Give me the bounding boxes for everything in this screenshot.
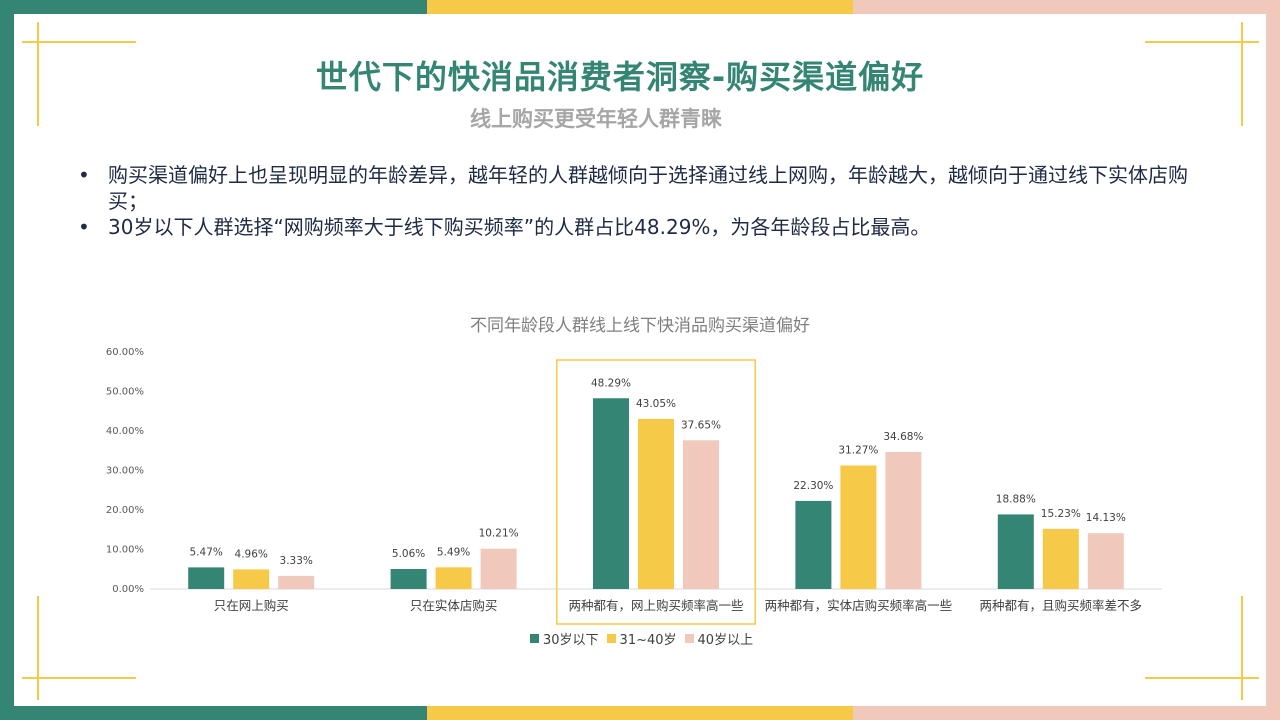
y-tick-label: 60.00% <box>106 347 144 358</box>
bar <box>480 548 517 589</box>
y-tick-label: 50.00% <box>106 387 144 398</box>
left-side-bar <box>0 0 14 720</box>
data-label: 5.49% <box>437 546 470 558</box>
data-label: 10.21% <box>479 528 519 540</box>
legend-swatch <box>530 634 539 643</box>
data-label: 3.33% <box>280 555 313 567</box>
bar <box>593 398 629 589</box>
bullet-item: • 30岁以下人群选择“网购频率大于线下购买频率”的人群占比48.29%，为各年… <box>78 214 1208 240</box>
data-label: 48.29% <box>591 377 631 389</box>
bar <box>1042 528 1079 589</box>
data-label: 15.23% <box>1041 508 1081 520</box>
bullet-item: • 购买渠道偏好上也呈现明显的年龄差异，越年轻的人群越倾向于选择通过线上网购，年… <box>78 162 1208 214</box>
category-label: 两种都有，实体店购买频率高一些 <box>765 598 953 613</box>
bullet-text: 30岁以下人群选择“网购频率大于线下购买频率”的人群占比48.29%，为各年龄段… <box>108 215 931 239</box>
category-label: 只在网上购买 <box>214 598 289 613</box>
bottom-color-bar <box>0 706 1280 720</box>
chart-title: 不同年龄段人群线上线下快消品购买渠道偏好 <box>470 316 810 336</box>
bullet-symbol: • <box>78 215 90 239</box>
bullet-list: • 购买渠道偏好上也呈现明显的年龄差异，越年轻的人群越倾向于选择通过线上网购，年… <box>78 162 1208 240</box>
data-label: 4.96% <box>235 548 268 560</box>
legend-item: 31~40岁 <box>606 629 677 648</box>
top-color-bar <box>0 0 1280 14</box>
legend-item: 30岁以下 <box>530 629 599 648</box>
bar <box>390 569 427 589</box>
bar <box>997 514 1034 589</box>
legend-label: 31~40岁 <box>619 633 677 648</box>
legend-swatch <box>684 634 694 643</box>
bar <box>435 567 472 589</box>
legend-swatch <box>606 634 616 643</box>
data-label: 22.30% <box>793 480 833 492</box>
legend-label: 40岁以上 <box>697 633 754 648</box>
bullet-text: 购买渠道偏好上也呈现明显的年龄差异，越年轻的人群越倾向于选择通过线上网购，年龄越… <box>108 163 1188 213</box>
legend-label: 30岁以下 <box>543 633 599 648</box>
bar <box>885 452 922 589</box>
y-tick-label: 10.00% <box>106 545 144 556</box>
page-title: 世代下的快消品消费者洞察-购买渠道偏好 <box>315 58 925 96</box>
y-tick-label: 40.00% <box>106 426 144 437</box>
bar <box>188 567 225 589</box>
page-subtitle: 线上购买更受年轻人群青睐 <box>470 107 722 131</box>
bullet-symbol: • <box>78 163 90 187</box>
category-label: 两种都有，且购买频率差不多 <box>980 598 1143 613</box>
legend-item: 40岁以上 <box>684 629 754 648</box>
category-label: 只在实体店购买 <box>410 598 498 613</box>
y-tick-label: 0.00% <box>112 584 144 595</box>
bar <box>233 569 270 589</box>
bar <box>278 575 315 589</box>
data-label: 37.65% <box>681 419 721 431</box>
data-label: 5.47% <box>190 546 223 558</box>
y-tick-label: 30.00% <box>106 466 144 477</box>
bar <box>795 500 832 589</box>
bar <box>1087 533 1124 589</box>
data-label: 18.88% <box>996 493 1036 505</box>
bar <box>683 440 719 589</box>
data-label: 5.06% <box>392 548 425 560</box>
data-label: 34.68% <box>883 431 923 443</box>
y-tick-label: 20.00% <box>106 505 144 516</box>
data-label: 43.05% <box>636 398 676 410</box>
category-label: 两种都有，网上购买频率高一些 <box>568 598 743 613</box>
bar <box>638 418 674 589</box>
data-label: 31.27% <box>838 444 878 456</box>
chart-legend: 30岁以下 31~40岁 40岁以上 <box>530 629 753 648</box>
data-label: 14.13% <box>1086 512 1126 524</box>
bar <box>840 465 877 589</box>
highlight-box <box>556 359 756 625</box>
right-side-bar <box>1266 0 1280 720</box>
